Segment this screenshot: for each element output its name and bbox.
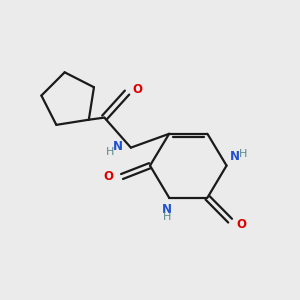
- Text: N: N: [230, 150, 240, 163]
- Text: O: O: [132, 82, 142, 95]
- Text: O: O: [104, 170, 114, 183]
- Text: N: N: [112, 140, 123, 153]
- Text: N: N: [162, 203, 172, 216]
- Text: H: H: [163, 212, 172, 222]
- Text: H: H: [239, 148, 247, 158]
- Text: O: O: [236, 218, 246, 231]
- Text: H: H: [105, 147, 114, 158]
